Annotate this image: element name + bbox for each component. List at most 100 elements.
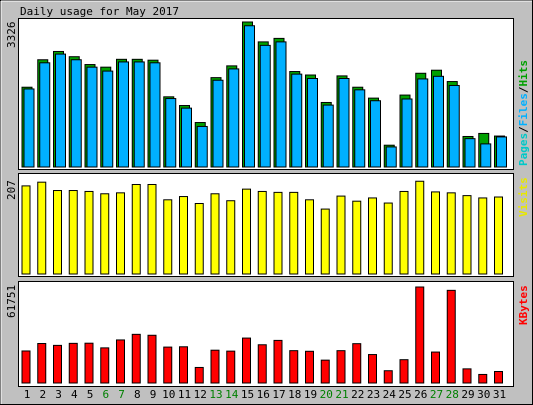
files-bar-day-6 [102,70,114,168]
visits-bar-day-25 [399,190,409,275]
kbytes-bar-day-11 [179,346,188,384]
day-label-30: 30 [477,388,490,401]
legend-files: Files [517,93,530,126]
visits-bar-day-22 [352,200,362,275]
legend-pages: Pages [517,133,530,166]
files-bar-day-10 [165,98,177,168]
visits-bar-day-13 [210,193,220,275]
kbytes-bar-day-30 [478,373,488,384]
files-bar-day-26 [417,78,429,168]
kbytes-bar-day-4 [68,342,78,384]
files-bar-day-13 [212,79,224,168]
files-bar-day-22 [354,89,366,168]
kbytes-bar-day-25 [399,359,409,384]
chart-title: Daily usage for May 2017 [20,5,179,18]
visits-bar-day-27 [431,191,440,275]
visits-bar-day-23 [368,197,377,275]
files-bar-day-19 [307,78,318,168]
day-label-13: 13 [209,388,222,401]
files-bar-day-8 [133,61,145,168]
day-label-25: 25 [398,388,411,401]
visits-bar-day-2 [37,181,47,275]
files-bar-day-3 [55,53,66,168]
day-label-8: 8 [134,388,141,401]
hits-legend: Pages/Files/Hits [517,60,530,166]
visits-bar-day-3 [53,190,62,275]
files-bar-day-5 [86,66,98,168]
visits-bar-day-30 [478,197,488,275]
kbytes-bar-day-5 [84,342,94,384]
legend-hits: Hits [517,60,530,87]
visits-bar-day-17 [273,191,283,275]
kbytes-max-label: 61751 [5,285,18,318]
files-bar-day-12 [196,125,208,168]
kbytes-bar-day-16 [257,344,267,384]
kbytes-bar-day-10 [163,346,173,384]
kbytes-bar-day-7 [116,339,125,384]
visits-bar-day-9 [147,183,157,275]
visits-bars [21,180,503,275]
kbytes-bar-day-1 [21,350,31,384]
kbytes-bar-day-20 [320,359,330,384]
day-label-20: 20 [320,388,333,401]
visits-bar-day-29 [462,195,472,275]
files-bar-day-2 [39,62,51,168]
visits-bar-day-31 [494,196,503,275]
kbytes-bar-day-12 [194,366,204,384]
day-label-14: 14 [225,388,239,401]
files-bar-day-28 [448,84,460,168]
visits-bar-day-12 [194,203,204,275]
files-bar-day-9 [149,62,161,168]
day-label-6: 6 [102,388,109,401]
files-bar-day-16 [259,44,271,168]
day-label-10: 10 [162,388,175,401]
visits-bar-day-21 [336,195,346,275]
visits-bar-day-10 [163,199,173,275]
day-label-2: 2 [39,388,46,401]
kbytes-bar-day-15 [242,337,251,384]
visits-bar-day-7 [116,192,125,275]
files-bar-day-7 [118,61,129,168]
kbytes-bar-day-22 [352,343,362,384]
kbytes-bar-day-29 [462,368,472,384]
kbytes-bar-day-27 [431,351,440,384]
kbytes-bar-day-31 [494,370,503,384]
kbytes-bar-day-23 [368,354,377,384]
visits-bar-day-6 [100,193,110,275]
files-bar-day-30 [480,143,492,168]
day-label-12: 12 [194,388,207,401]
day-label-22: 22 [351,388,364,401]
files-bar-day-27 [433,75,444,168]
kbytes-bar-day-28 [446,289,456,384]
day-label-11: 11 [178,388,191,401]
kbytes-legend: KBytes [517,285,530,325]
files-bar-day-24 [385,146,397,168]
day-label-23: 23 [367,388,380,401]
kbytes-bar-day-9 [147,334,157,384]
files-bar-day-17 [275,41,287,168]
legend-sep-1: / [517,126,530,133]
day-label-21: 21 [335,388,348,401]
files-bar-day-20 [322,104,334,168]
visits-bar-day-26 [415,180,425,275]
day-label-29: 29 [461,388,474,401]
hits-files-bars [21,21,507,168]
kbytes-bar-day-14 [226,350,236,384]
day-label-5: 5 [87,388,94,401]
files-bar-day-21 [338,78,350,168]
kbytes-bar-day-18 [289,350,299,384]
kbytes-bar-day-17 [273,339,283,384]
files-bar-day-1 [23,88,35,168]
kbytes-bar-day-26 [415,286,425,384]
day-label-15: 15 [241,388,254,401]
day-label-18: 18 [288,388,301,401]
visits-bar-day-1 [21,185,31,275]
files-bar-day-23 [370,100,381,168]
visits-bar-day-8 [131,183,141,275]
visits-bar-day-4 [68,190,78,275]
visits-bar-day-18 [289,191,299,275]
day-labels: 1 2 3 4 5 6 7 8 9 10 11 12 13 14 15 16 17 18 19 20 21 22 23 24 2… [24,388,506,401]
day-label-9: 9 [150,388,157,401]
kbytes-bar-day-21 [336,350,346,384]
